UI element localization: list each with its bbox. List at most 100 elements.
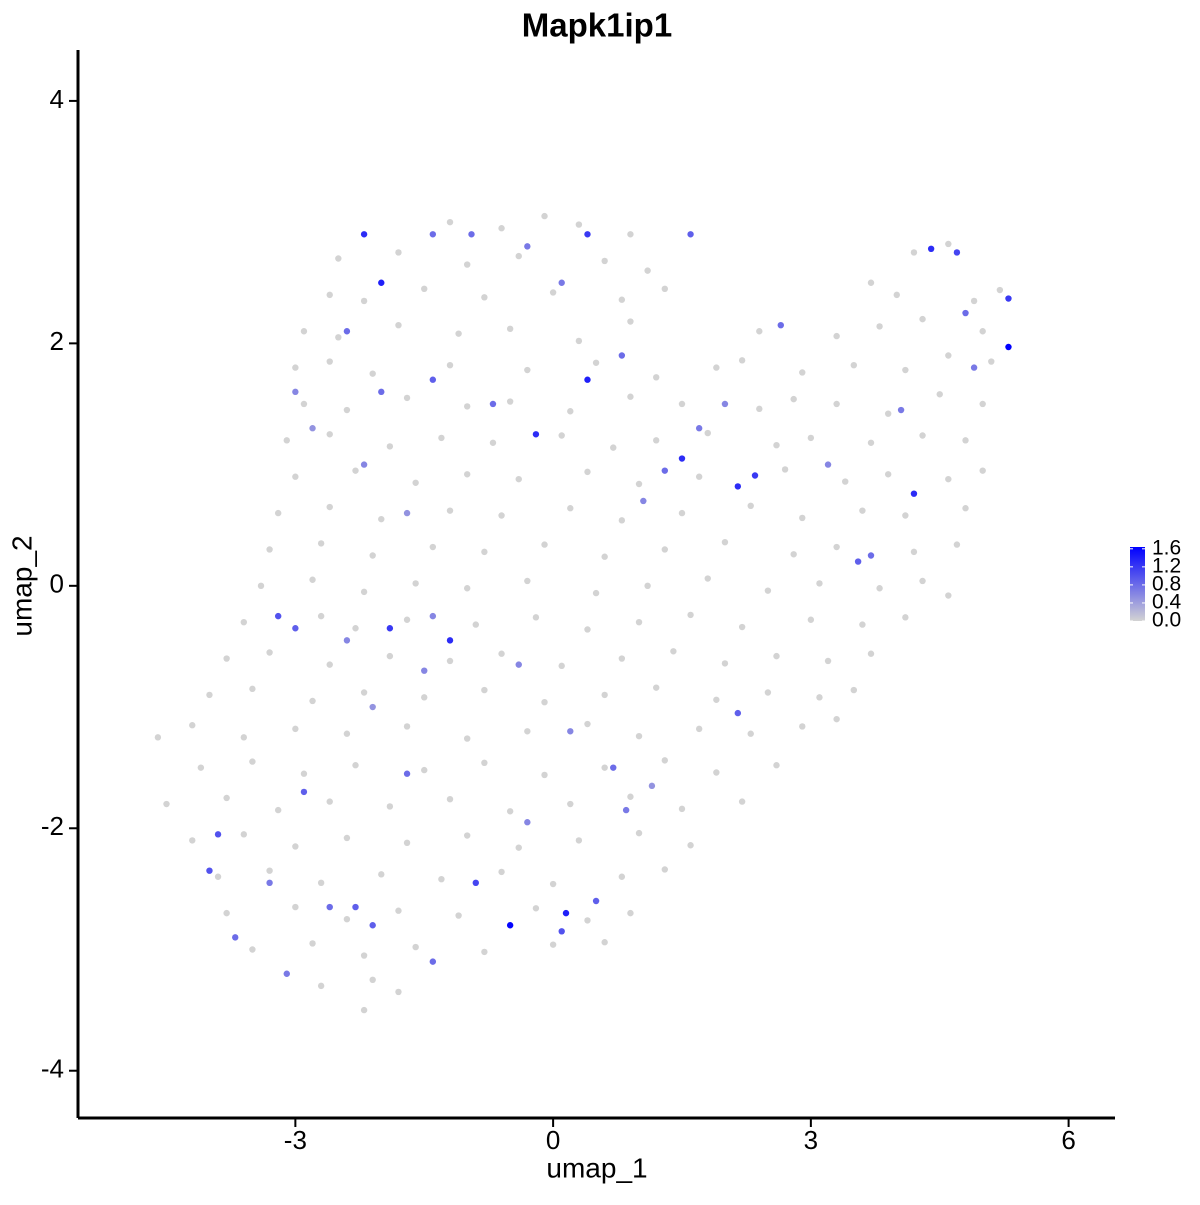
point [635,829,643,837]
point [326,798,333,805]
point [395,907,402,914]
point [567,505,574,512]
point [713,769,720,776]
point [678,509,686,517]
point [369,922,376,929]
point [584,626,591,633]
point [317,540,325,547]
colorbar [1130,547,1145,621]
point [721,660,729,667]
colorbar-label: 1.2 [1152,554,1181,577]
point [274,612,282,620]
point [360,231,368,238]
point [524,366,531,374]
point [446,637,454,644]
point [970,364,978,371]
point [489,400,497,408]
point [584,468,591,476]
point [463,585,471,592]
point [481,686,488,694]
point [962,437,969,444]
point [927,245,935,253]
y-tick-label: -4 [41,1054,64,1084]
point [360,297,368,305]
point [403,394,411,402]
point [627,393,634,400]
point [678,805,686,813]
point [463,735,471,742]
point [532,905,540,912]
point [622,806,630,814]
point [481,548,488,556]
point [867,650,875,657]
point [962,309,969,317]
point [996,286,1004,294]
point [515,661,522,668]
point [240,618,248,626]
y-tick-label: 4 [50,84,64,114]
point [764,587,772,594]
point [412,943,419,951]
point [790,395,797,403]
point [979,467,986,474]
colorbar-label: 0.4 [1152,590,1182,613]
point [601,553,608,560]
point [584,917,591,924]
point [919,315,926,323]
point [412,580,419,587]
point [292,725,299,733]
point [232,934,239,941]
point [558,432,565,439]
point [558,662,565,670]
point [764,689,772,696]
point [412,479,419,486]
point [206,867,213,874]
point [386,803,394,810]
point [326,431,333,438]
point [163,800,170,808]
point [481,759,488,767]
point [945,475,952,483]
point [343,406,351,414]
point [738,623,746,631]
point [446,657,454,665]
point [326,358,333,365]
point [403,770,411,777]
point [249,685,256,693]
points [154,212,1012,1014]
point [648,782,656,790]
point [601,764,608,771]
point [541,212,548,220]
point [773,441,780,449]
point [910,548,918,556]
point [567,408,574,415]
point [1005,343,1012,351]
point [343,328,351,335]
point [378,279,385,286]
point [197,764,205,771]
point [317,612,325,620]
point [309,425,316,432]
point [326,291,333,299]
point [429,543,437,551]
point [713,364,720,371]
point [979,328,986,335]
point [859,621,866,628]
point [481,948,488,956]
point [369,703,376,711]
point [850,361,858,369]
point [352,625,359,632]
point [403,723,411,730]
point [549,880,557,888]
point [429,958,437,965]
y-tick-label: 0 [50,569,64,599]
point [627,318,634,325]
point [455,330,462,337]
point [653,374,660,381]
point [687,231,694,238]
point [816,694,823,701]
colorbar-label: 0.8 [1152,572,1181,595]
point [266,649,273,656]
point [515,844,522,851]
point [274,806,282,814]
